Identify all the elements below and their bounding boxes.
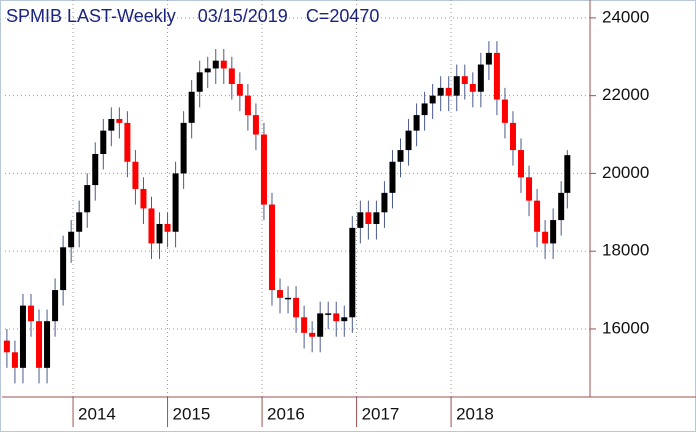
candle-body xyxy=(252,115,259,135)
y-tick-label: 22000 xyxy=(602,85,649,104)
candle-body xyxy=(357,212,364,228)
y-tick-label: 16000 xyxy=(602,318,649,337)
candle-body xyxy=(204,68,211,73)
title-date: 03/15/2019 xyxy=(198,6,288,26)
candle-body xyxy=(453,76,460,96)
candle-body xyxy=(36,321,43,368)
x-tick-label: 2014 xyxy=(78,404,116,423)
candle-body xyxy=(188,91,195,123)
candle-body xyxy=(148,208,155,244)
candle-body xyxy=(132,161,139,189)
x-tick-label: 2017 xyxy=(362,404,400,423)
candle-body xyxy=(381,192,388,213)
y-tick-label: 24000 xyxy=(602,7,649,26)
candle-body xyxy=(564,155,571,193)
candle-body xyxy=(164,223,171,232)
candle-body xyxy=(140,188,147,209)
candle-body xyxy=(220,60,227,69)
candle-body xyxy=(373,212,380,224)
candle-body xyxy=(309,332,316,337)
candle-body xyxy=(333,313,340,322)
x-tick-label: 2015 xyxy=(173,404,211,423)
chart-title: SPMIB LAST-Weekly 03/15/2019 C=20470 xyxy=(6,6,379,26)
candle-body xyxy=(92,153,99,186)
candle-body xyxy=(108,118,115,131)
candle-body xyxy=(180,122,187,174)
candle-body xyxy=(3,340,10,353)
candle-body xyxy=(27,305,34,322)
candle-body xyxy=(156,223,163,244)
candle-body xyxy=(172,173,179,232)
candle-body xyxy=(244,95,251,116)
candle-body xyxy=(196,72,203,92)
candle-body xyxy=(365,212,372,224)
candle-body xyxy=(285,297,292,300)
candle-body xyxy=(212,60,219,69)
candle-body xyxy=(349,227,356,318)
candle-body xyxy=(445,87,452,96)
candle-body xyxy=(236,83,243,96)
candle-body xyxy=(413,115,420,131)
candle-body xyxy=(341,317,348,322)
candle-body xyxy=(550,220,557,244)
candle-body xyxy=(84,185,91,213)
candle-body xyxy=(44,321,51,368)
candle-body xyxy=(19,305,26,368)
candle-body xyxy=(518,150,525,178)
candle-body xyxy=(509,122,516,151)
candle-body xyxy=(301,317,308,333)
candle-body xyxy=(558,192,565,221)
candle-body xyxy=(493,52,500,100)
candle-body xyxy=(405,130,412,151)
candle-body xyxy=(542,231,549,244)
candle-body xyxy=(477,64,484,92)
candle-body xyxy=(76,212,83,232)
candle-body xyxy=(60,247,67,291)
title-last: C=20470 xyxy=(306,6,380,26)
candle-body xyxy=(228,68,235,84)
y-tick-label: 20000 xyxy=(602,163,649,182)
candle-body xyxy=(68,231,75,248)
plot-area xyxy=(3,0,590,397)
candle-body xyxy=(116,118,123,123)
candle-body xyxy=(534,200,541,232)
candle-body xyxy=(526,177,533,201)
x-tick-label: 2018 xyxy=(456,404,494,423)
candle-body xyxy=(268,204,275,291)
candle-body xyxy=(325,313,332,315)
candle-body xyxy=(124,122,131,162)
candle-body xyxy=(11,352,18,368)
y-tick-label: 18000 xyxy=(602,241,649,260)
candle-body xyxy=(277,290,284,298)
title-name: SPMIB LAST-Weekly xyxy=(6,6,176,26)
candle-body xyxy=(421,103,428,116)
candle-body xyxy=(485,52,492,65)
candle-body xyxy=(389,161,396,193)
candle-body xyxy=(501,99,508,123)
candle-body xyxy=(397,150,404,162)
candle-body xyxy=(52,290,59,322)
candle-body xyxy=(437,87,444,96)
candle-body xyxy=(469,83,476,92)
candle-body xyxy=(461,76,468,84)
x-tick-label: 2016 xyxy=(267,404,305,423)
candle-body xyxy=(317,313,324,337)
candle-body xyxy=(260,134,267,205)
candle-body xyxy=(293,297,300,318)
candle-body xyxy=(100,130,107,154)
candle-body xyxy=(429,95,436,104)
